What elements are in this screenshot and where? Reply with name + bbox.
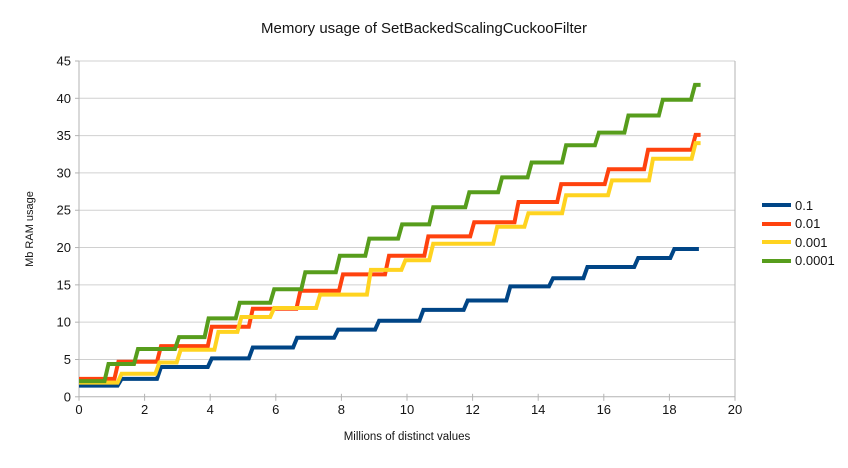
series-line-0.01 bbox=[79, 132, 701, 381]
legend-label: 0.001 bbox=[795, 234, 828, 250]
y-tick-label: 45 bbox=[57, 54, 71, 69]
x-tick-label: 6 bbox=[272, 402, 279, 417]
y-tick-label: 35 bbox=[57, 128, 71, 143]
y-tick-label: 5 bbox=[64, 352, 71, 367]
legend-label: 0.0001 bbox=[795, 253, 835, 269]
y-tick-label: 10 bbox=[57, 315, 71, 330]
x-axis-title: Millions of distinct values bbox=[343, 431, 471, 443]
legend-item: 0.01 bbox=[762, 215, 835, 234]
legend-item: 0.0001 bbox=[762, 252, 835, 271]
legend-item: 0.001 bbox=[762, 233, 835, 252]
legend-label: 0.1 bbox=[795, 197, 814, 213]
x-tick-label: 14 bbox=[531, 402, 545, 417]
y-tick-label: 25 bbox=[57, 203, 71, 218]
legend: 0.1 0.01 0.001 0.0001 bbox=[762, 196, 835, 270]
x-tick-label: 8 bbox=[338, 402, 345, 417]
legend-label: 0.01 bbox=[795, 216, 821, 232]
legend-swatch-icon bbox=[762, 240, 791, 245]
y-tick-label: 30 bbox=[57, 165, 71, 180]
y-axis-title: Mb RAM usage bbox=[24, 191, 36, 267]
legend-item: 0.1 bbox=[762, 196, 835, 215]
series-line-0.1 bbox=[79, 247, 699, 388]
x-tick-label: 10 bbox=[400, 402, 414, 417]
series-line-0.001 bbox=[79, 141, 701, 385]
x-tick-label: 0 bbox=[75, 402, 82, 417]
x-tick-label: 12 bbox=[465, 402, 479, 417]
chart-title: Memory usage of SetBackedScalingCuckooFi… bbox=[261, 20, 587, 37]
y-tick-label: 20 bbox=[57, 240, 71, 255]
x-tick-label: 18 bbox=[662, 402, 676, 417]
y-tick-label: 15 bbox=[57, 277, 71, 292]
x-tick-label: 4 bbox=[207, 402, 214, 417]
legend-swatch-icon bbox=[762, 258, 791, 263]
series-line-0.0001 bbox=[79, 82, 701, 384]
x-tick-label: 20 bbox=[728, 402, 742, 417]
x-tick-label: 2 bbox=[141, 402, 148, 417]
legend-swatch-icon bbox=[762, 203, 791, 208]
legend-swatch-icon bbox=[762, 221, 791, 226]
y-tick-label: 40 bbox=[57, 91, 71, 106]
y-tick-label: 0 bbox=[64, 389, 71, 404]
x-tick-label: 16 bbox=[597, 402, 611, 417]
